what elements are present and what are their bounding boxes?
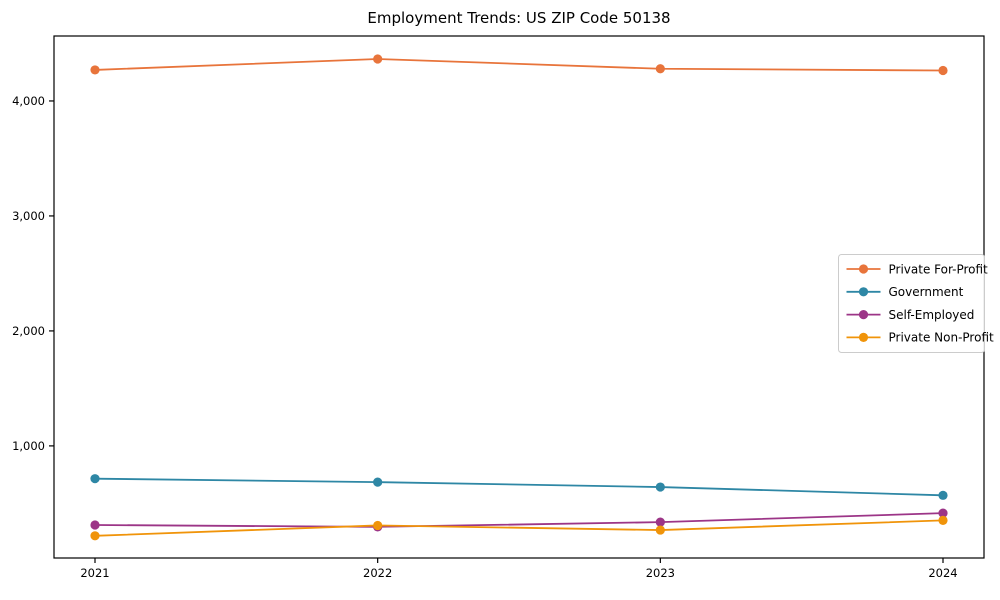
y-axis-tick-label: 3,000: [12, 209, 45, 223]
data-point-marker: [938, 490, 948, 500]
data-point-marker: [90, 474, 100, 484]
legend: Private For-Profit Government Self-Employe…: [838, 254, 995, 353]
data-point-marker: [90, 531, 100, 541]
legend-item: Private For-Profit: [846, 262, 989, 276]
series-line-private-non-profit: [94, 519, 944, 537]
series-line-self-employed: [94, 512, 944, 528]
y-axis-tick-label: 4,000: [12, 94, 45, 108]
data-point-marker: [938, 515, 948, 526]
data-point-marker: [655, 525, 665, 535]
chart-title: Employment Trends: US ZIP Code 50138: [367, 9, 671, 27]
y-axis-tick-label: 1,000: [12, 439, 45, 453]
data-point-marker: [938, 65, 948, 76]
series-line-government: [94, 477, 944, 497]
data-point-marker: [90, 520, 100, 530]
x-axis-tick-label: 2022: [363, 566, 392, 580]
legend-marker: [858, 310, 869, 320]
legend-box: [838, 254, 985, 353]
legend-item: Private Non-Profit: [846, 331, 995, 345]
data-point-marker: [373, 477, 383, 487]
series-line-private-for-profit: [94, 58, 944, 72]
data-point-marker: [90, 65, 100, 75]
data-point-marker: [655, 517, 665, 527]
x-axis-tick-label: 2021: [80, 566, 109, 580]
legend-marker: [858, 332, 869, 342]
data-point-marker: [373, 520, 383, 531]
data-point-marker: [655, 482, 665, 492]
legend-marker: [858, 287, 869, 297]
legend-marker: [858, 264, 869, 274]
legend-label: Self-Employed: [889, 308, 975, 322]
data-point-marker: [938, 508, 948, 518]
data-point-marker: [373, 54, 383, 64]
legend-label: Government: [889, 285, 964, 299]
y-axis-tick-label: 2,000: [12, 324, 45, 338]
data-point-marker: [655, 64, 665, 74]
legend-item: Government: [846, 285, 964, 299]
legend-item: Self-Employed: [846, 308, 975, 322]
legend-label: Private For-Profit: [889, 262, 989, 276]
x-axis-tick-label: 2024: [928, 566, 957, 580]
legend-label: Private Non-Profit: [889, 331, 995, 345]
x-axis-tick-label: 2023: [646, 566, 675, 580]
